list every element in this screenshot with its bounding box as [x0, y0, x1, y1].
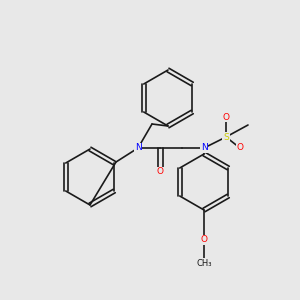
Text: O: O [236, 143, 244, 152]
Text: N: N [135, 143, 141, 152]
Text: S: S [223, 133, 229, 142]
Text: O: O [223, 112, 230, 122]
Text: CH₃: CH₃ [196, 259, 212, 268]
Text: N: N [201, 143, 207, 152]
Text: O: O [200, 236, 208, 244]
Text: O: O [157, 167, 164, 176]
